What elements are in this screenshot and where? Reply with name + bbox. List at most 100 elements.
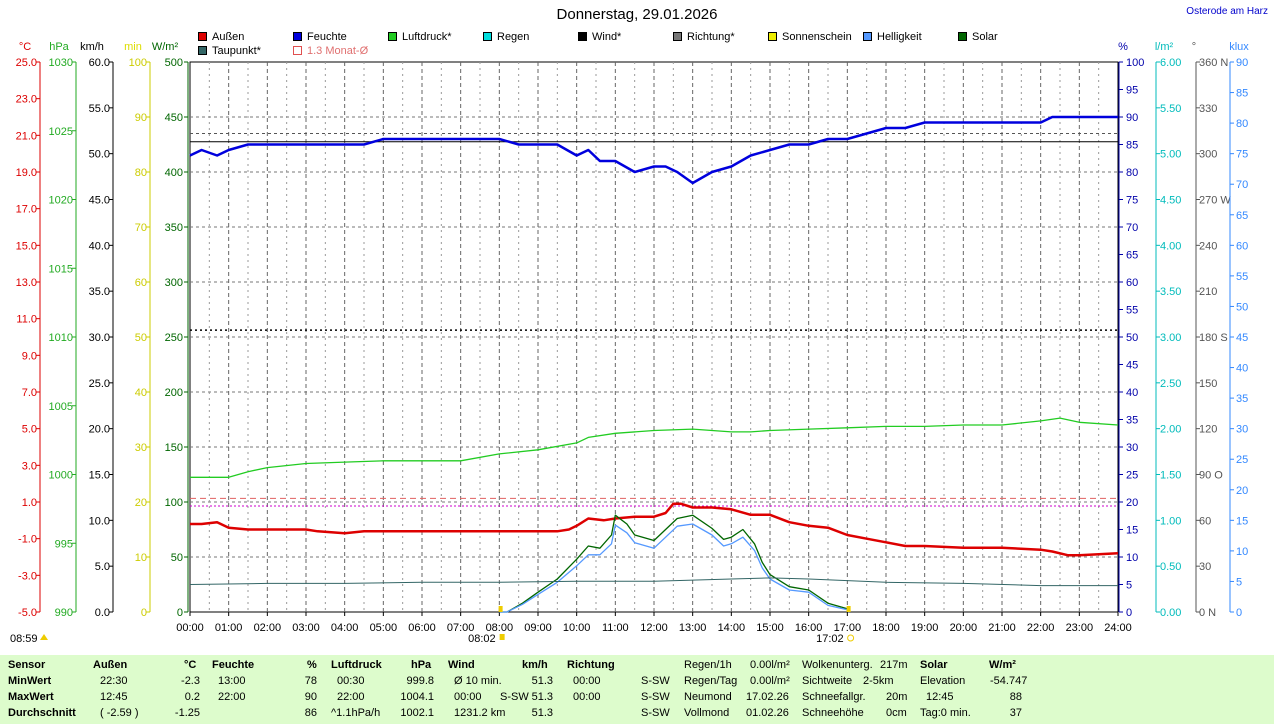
legend-label: 1.3 Monat-Ø (307, 45, 369, 57)
stats-regen-tag: 0.00l/m² (750, 675, 790, 687)
pressure-axis-tick-label: 990 (55, 607, 73, 619)
legend-label: Außen (212, 31, 245, 43)
sunset-sun-icon (847, 634, 855, 642)
stats-aussen-min: -2.3 (181, 675, 200, 687)
rain-axis-tick-label: 5.00 (1160, 149, 1181, 161)
stats-regen-1h-label: Regen/1h (684, 659, 732, 671)
legend-swatch (293, 32, 302, 41)
legend-taupunkt[interactable]: Taupunkt* (198, 45, 261, 57)
stats-feuchte-min: 78 (304, 675, 317, 687)
rain-axis-unit-label: l/m² (1155, 41, 1174, 53)
series-solar-line (499, 514, 850, 613)
legend-label: Helligkeit (877, 31, 922, 43)
sunrise-marker (498, 606, 503, 612)
stats-sichtweite-label: Sichtweite (802, 675, 853, 687)
stats-wind-max-time: 00:00 (454, 691, 482, 703)
legend-feuchte[interactable]: Feuchte (293, 31, 347, 43)
x-tick-label: 10:00 (563, 622, 591, 634)
direction-axis-tick-label: 240 (1199, 240, 1217, 252)
legend-sonnenschein[interactable]: Sonnenschein (768, 31, 852, 43)
legend-wind[interactable]: Wind* (578, 31, 621, 43)
brightness-axis-tick-label: 20 (1236, 485, 1248, 497)
legend-swatch (483, 32, 492, 41)
x-tick-label: 08:00 (486, 622, 514, 634)
legend-solar[interactable]: Solar (958, 31, 998, 43)
legend-label: Sonnenschein (782, 31, 852, 43)
temp-axis-tick-label: 25.0 (16, 57, 37, 69)
humidity-axis-tick-label: 55 (1126, 305, 1138, 317)
x-tick-label: 07:00 (447, 622, 475, 634)
x-tick-label: 13:00 (679, 622, 707, 634)
stats-aussen-unit: °C (184, 659, 197, 671)
page-title: Donnerstag, 29.01.2026 (556, 6, 718, 23)
humidity-axis-tick-label: 80 (1126, 167, 1138, 179)
legend-aussen[interactable]: Außen (198, 31, 244, 43)
stats-wind-max-dir: S-SW (500, 691, 529, 703)
legend-richtung[interactable]: Richtung* (673, 31, 735, 43)
stats-luftdruck-max: 1004.1 (400, 691, 434, 703)
temp-axis-tick-label: 15.0 (16, 240, 37, 252)
direction-axis-tick-label: 330 (1199, 103, 1217, 115)
sunrise-sun-icon (499, 634, 505, 640)
brightness-axis-unit-label: klux (1229, 41, 1249, 53)
pressure-axis-tick-label: 1020 (49, 195, 73, 207)
brightness-axis-tick-label: 60 (1236, 240, 1248, 252)
stats-richtung-header: Richtung (567, 659, 615, 671)
humidity-axis-tick-label: 10 (1126, 552, 1138, 564)
stats-aussen-min-time: 22:30 (100, 675, 128, 687)
location-link[interactable]: Osterode am Harz (1186, 6, 1268, 17)
brightness-axis-tick-label: 55 (1236, 271, 1248, 283)
stats-solar-day-label: Tag:0 min. (920, 707, 971, 719)
brightness-axis-tick-label: 80 (1236, 118, 1248, 130)
wind-axis-tick-label: 30.0 (89, 332, 110, 344)
x-tick-label: 00:00 (176, 622, 204, 634)
stats-wind-header: Wind (448, 659, 475, 671)
stats-wind-max: 51.3 (531, 691, 553, 703)
humidity-axis-tick-label: 60 (1126, 277, 1138, 289)
legend-swatch (863, 32, 872, 41)
brightness-axis-tick-label: 40 (1236, 363, 1248, 375)
legend-label: Regen (497, 31, 530, 43)
sunshine-axis-tick-label: 10 (135, 552, 147, 564)
direction-axis-tick-label: 210 (1199, 286, 1217, 298)
x-tick-label: 02:00 (254, 622, 282, 634)
x-tick-label: 03:00 (292, 622, 320, 634)
x-tick-label: 22:00 (1027, 622, 1055, 634)
temp-axis-tick-label: 3.0 (22, 460, 37, 472)
stats-feuchte-unit: % (307, 659, 317, 671)
pressure-axis-tick-label: 995 (55, 538, 73, 550)
legend-label: Richtung* (687, 31, 735, 43)
legend-helligkeit[interactable]: Helligkeit (863, 31, 922, 43)
brightness-axis-tick-label: 25 (1236, 454, 1248, 466)
solar-axis-tick-label: 300 (165, 277, 183, 289)
temp-axis-tick-label: 1.0 (22, 497, 37, 509)
stats-aussen-avg-extra: ( -2.59 ) (100, 707, 139, 719)
solar-axis-tick-label: 150 (165, 442, 183, 454)
temp-axis-tick-label: 23.0 (16, 94, 37, 106)
stats-luftdruck-unit: hPa (411, 659, 432, 671)
stats-richtung-r1-time: 00:00 (573, 675, 601, 687)
legend-monat-avg[interactable]: 1.3 Monat-Ø (293, 45, 368, 57)
stats-luftdruck-min-time: 00:30 (337, 675, 365, 687)
humidity-axis-tick-label: 35 (1126, 415, 1138, 427)
humidity-axis-tick-label: 0 (1126, 607, 1132, 619)
series-außen-line (190, 502, 1119, 557)
humidity-axis-tick-label: 30 (1126, 442, 1138, 454)
legend-luftdruck[interactable]: Luftdruck* (388, 31, 452, 43)
stats-luftdruck-header: Luftdruck (331, 659, 382, 671)
stats-solar-max: 88 (1009, 691, 1022, 703)
stats-wind-avg10-val: 51.3 (531, 675, 553, 687)
rain-axis-tick-label: 3.50 (1160, 286, 1181, 298)
brightness-axis-tick-label: 45 (1236, 332, 1248, 344)
wind-axis-tick-label: 55.0 (89, 103, 110, 115)
sunshine-axis-tick-label: 0 (141, 607, 147, 619)
sunshine-axis-tick-label: 30 (135, 442, 147, 454)
sunshine-axis-unit-label: min (124, 41, 142, 53)
stats-feuchte-max: 90 (304, 691, 317, 703)
sunshine-axis-tick-label: 70 (135, 222, 147, 234)
stats-solar-elev-label: Elevation (920, 675, 966, 687)
legend-regen[interactable]: Regen (483, 31, 529, 43)
wind-axis-tick-label: 5.0 (95, 561, 110, 573)
temp-axis-tick-label: 13.0 (16, 277, 37, 289)
stats-feuchte-max-time: 22:00 (218, 691, 246, 703)
